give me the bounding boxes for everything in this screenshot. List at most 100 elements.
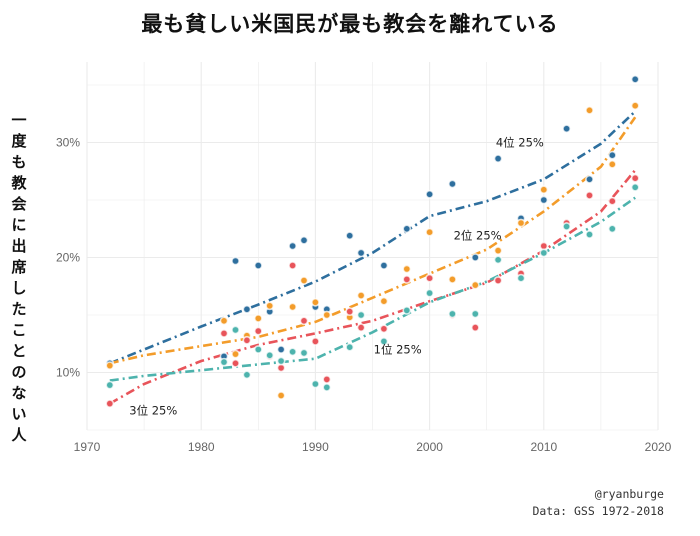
data-point-series-3 xyxy=(562,222,571,231)
data-point-series-3 xyxy=(345,342,355,352)
data-point-series-1 xyxy=(356,291,366,300)
data-point-series-0 xyxy=(447,179,457,189)
data-point-series-0 xyxy=(242,304,252,314)
credit-handle: @ryanburge xyxy=(594,487,664,501)
y-tick-label: 30% xyxy=(56,136,80,150)
data-point-series-0 xyxy=(630,74,640,84)
data-point-series-1 xyxy=(231,349,240,359)
data-point-series-1 xyxy=(322,310,332,320)
data-point-series-0 xyxy=(379,261,389,270)
data-point-series-3 xyxy=(231,325,240,335)
data-point-series-3 xyxy=(288,347,297,357)
data-point-series-1 xyxy=(105,361,115,370)
data-point-series-1 xyxy=(539,185,549,195)
data-point-series-0 xyxy=(470,253,480,262)
data-point-series-0 xyxy=(425,189,434,199)
grid xyxy=(86,62,659,431)
data-point-series-0 xyxy=(253,261,263,270)
credit: @ryanburge Data: GSS 1972-2018 xyxy=(532,486,664,520)
data-point-series-2 xyxy=(288,261,297,270)
data-point-series-1 xyxy=(276,391,286,400)
data-point-series-2 xyxy=(470,323,480,332)
trend-line-series-2 xyxy=(109,169,637,405)
data-point-series-3 xyxy=(219,357,229,367)
tick-labels: 1970 1980 1990 2000 2010 2020 10% 20% 30% xyxy=(56,136,672,455)
data-point-series-0 xyxy=(402,224,412,234)
data-point-series-1 xyxy=(630,101,640,111)
data-point-series-3 xyxy=(585,230,594,239)
data-point-series-2 xyxy=(310,336,320,346)
data-point-series-2 xyxy=(402,274,412,284)
x-tick-label: 2000 xyxy=(416,440,443,454)
data-point-series-1 xyxy=(516,218,526,228)
data-point-series-3 xyxy=(265,350,275,360)
data-point-series-3 xyxy=(447,309,457,319)
x-tick-label: 2010 xyxy=(530,440,557,454)
data-point-series-0 xyxy=(539,195,549,205)
data-point-series-2 xyxy=(219,328,229,338)
data-point-series-1 xyxy=(585,105,594,115)
data-point-series-3 xyxy=(425,288,434,298)
x-tick-label: 1990 xyxy=(302,440,329,454)
y-tick-label: 10% xyxy=(56,366,80,380)
data-point-series-3 xyxy=(379,336,389,346)
series-annotation: 1位 25% xyxy=(374,343,422,357)
data-point-series-0 xyxy=(276,345,286,354)
x-tick-label: 1970 xyxy=(74,440,101,454)
data-point-series-3 xyxy=(470,309,480,319)
trend-line-series-0 xyxy=(109,110,637,365)
data-point-series-3 xyxy=(493,255,503,265)
credit-source: Data: GSS 1972-2018 xyxy=(532,504,664,518)
data-point-series-0 xyxy=(585,174,594,184)
data-point-series-1 xyxy=(253,313,263,323)
data-point-series-2 xyxy=(356,323,366,332)
chart-title: 最も貧しい米国民が最も教会を離れている xyxy=(141,12,559,36)
data-point-series-3 xyxy=(630,182,640,192)
data-point-series-1 xyxy=(493,246,503,255)
data-point-series-3 xyxy=(276,356,286,366)
y-tick-label: 20% xyxy=(56,251,80,265)
data-point-series-3 xyxy=(356,310,366,320)
trend-line-series-1 xyxy=(109,116,637,365)
series-annotation: 4位 25% xyxy=(496,136,544,150)
data-point-series-0 xyxy=(356,248,366,258)
data-point-series-3 xyxy=(539,248,549,258)
data-point-series-3 xyxy=(299,348,309,358)
data-point-series-2 xyxy=(607,196,617,206)
data-point-series-2 xyxy=(345,307,355,316)
data-point-series-0 xyxy=(562,124,571,134)
annotations: 4位 25% 2位 25% 3位 25% 1位 25% xyxy=(129,136,544,418)
data-point-series-1 xyxy=(402,264,412,274)
data-point-series-1 xyxy=(288,302,297,312)
data-point-series-0 xyxy=(493,154,503,163)
data-point-series-2 xyxy=(425,273,434,283)
data-point-series-1 xyxy=(470,280,480,290)
data-point-series-1 xyxy=(299,276,309,285)
data-point-series-3 xyxy=(402,305,412,315)
data-point-series-1 xyxy=(425,227,434,237)
data-point-series-3 xyxy=(105,380,115,390)
data-point-series-2 xyxy=(299,316,309,326)
data-point-series-1 xyxy=(379,296,389,306)
data-point-series-0 xyxy=(299,235,309,245)
x-tick-label: 1980 xyxy=(188,440,215,454)
x-tick-label: 2020 xyxy=(645,440,672,454)
y-axis-label: 一度も教会に出席したことのない人 xyxy=(11,111,27,444)
data-point-series-0 xyxy=(231,256,240,266)
data-point-series-0 xyxy=(345,231,355,241)
data-point-series-2 xyxy=(242,335,252,345)
data-point-series-2 xyxy=(379,324,389,334)
data-point-series-1 xyxy=(607,159,617,169)
data-point-series-2 xyxy=(493,276,503,285)
data-point-series-2 xyxy=(585,190,594,200)
data-point-series-0 xyxy=(288,241,297,251)
trend-lines xyxy=(109,110,637,405)
data-point-series-2 xyxy=(630,173,640,183)
data-point-series-3 xyxy=(310,379,320,389)
data-point-series-3 xyxy=(516,273,526,283)
data-points xyxy=(105,74,640,408)
data-point-series-2 xyxy=(231,358,240,368)
data-point-series-0 xyxy=(607,150,617,160)
data-point-series-3 xyxy=(322,382,332,392)
